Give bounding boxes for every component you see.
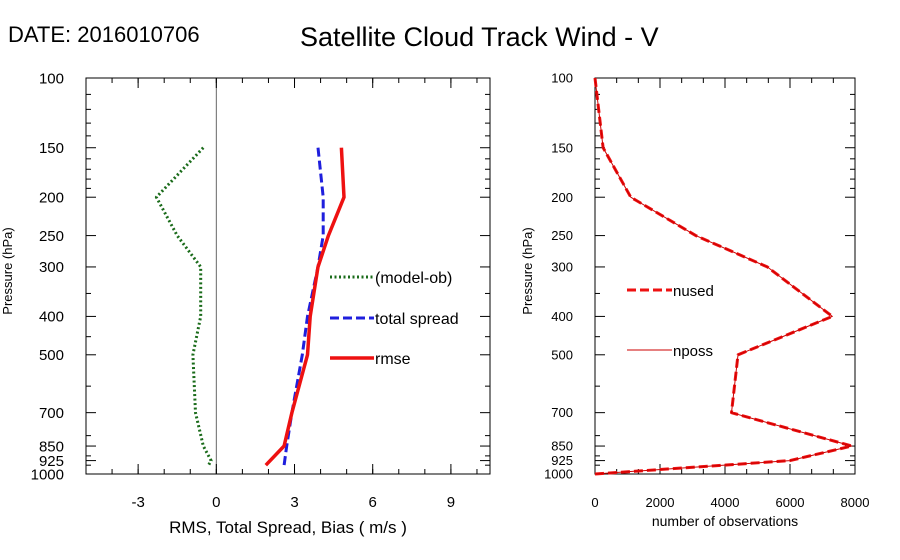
x-tick-label: 6000 [776,495,805,510]
series-line-model-ob [154,146,213,466]
y-tick-label: 250 [551,228,573,243]
y-tick-label: 700 [39,405,64,422]
x-tick-label: 6 [369,494,377,511]
x-tick-label: 0 [212,494,220,511]
legend-label: nposs [673,343,713,360]
x-tick-label: 9 [447,494,455,511]
y-tick-label: 500 [551,347,573,362]
y-tick-label: 700 [551,405,573,420]
series-line-nposs [594,77,853,475]
legend-label: (model-ob) [375,270,452,287]
legend-label: rmse [375,351,411,368]
y-tick-label: 400 [551,309,573,324]
y-axis-label: Pressure (hPa) [0,227,15,314]
date-label: DATE: 2016010706 [8,22,200,47]
y-tick-label: 300 [39,259,64,276]
y-tick-label: 150 [551,140,573,155]
y-tick-label: 100 [551,71,573,86]
legend-label: nused [673,283,714,300]
figure-title: Satellite Cloud Track Wind - V [300,22,659,52]
y-tick-label: 850 [551,439,573,454]
plot-frame-1 [85,77,491,475]
x-tick-label: -3 [131,494,144,511]
y-tick-label: 1000 [544,467,573,482]
x-tick-label: 4000 [711,495,740,510]
series-line-rmse [264,147,346,467]
x-tick-label: 0 [591,495,598,510]
y-tick-label: 1000 [31,466,64,483]
y-tick-label: 500 [39,347,64,364]
x-tick-label: 3 [290,494,298,511]
y-axis-label: Pressure (hPa) [520,227,535,314]
plot-frame-2 [594,77,856,475]
x-tick-label: 2000 [646,495,675,510]
y-tick-label: 150 [39,140,64,157]
y-tick-label: 300 [551,259,573,274]
y-tick-label: 850 [39,438,64,455]
y-tick-label: 925 [551,453,573,468]
x-tick-label: 8000 [841,495,870,510]
series-line-nused [593,77,854,476]
y-tick-label: 250 [39,228,64,245]
y-tick-label: 925 [39,453,64,470]
y-tick-label: 400 [39,309,64,326]
x-axis-label: number of observations [652,513,798,529]
x-axis-label: RMS, Total Spread, Bias ( m/s ) [169,518,407,537]
legend-label: total spread [375,311,459,328]
y-tick-label: 200 [551,190,573,205]
y-tick-label: 200 [39,189,64,206]
y-tick-label: 100 [39,70,64,87]
